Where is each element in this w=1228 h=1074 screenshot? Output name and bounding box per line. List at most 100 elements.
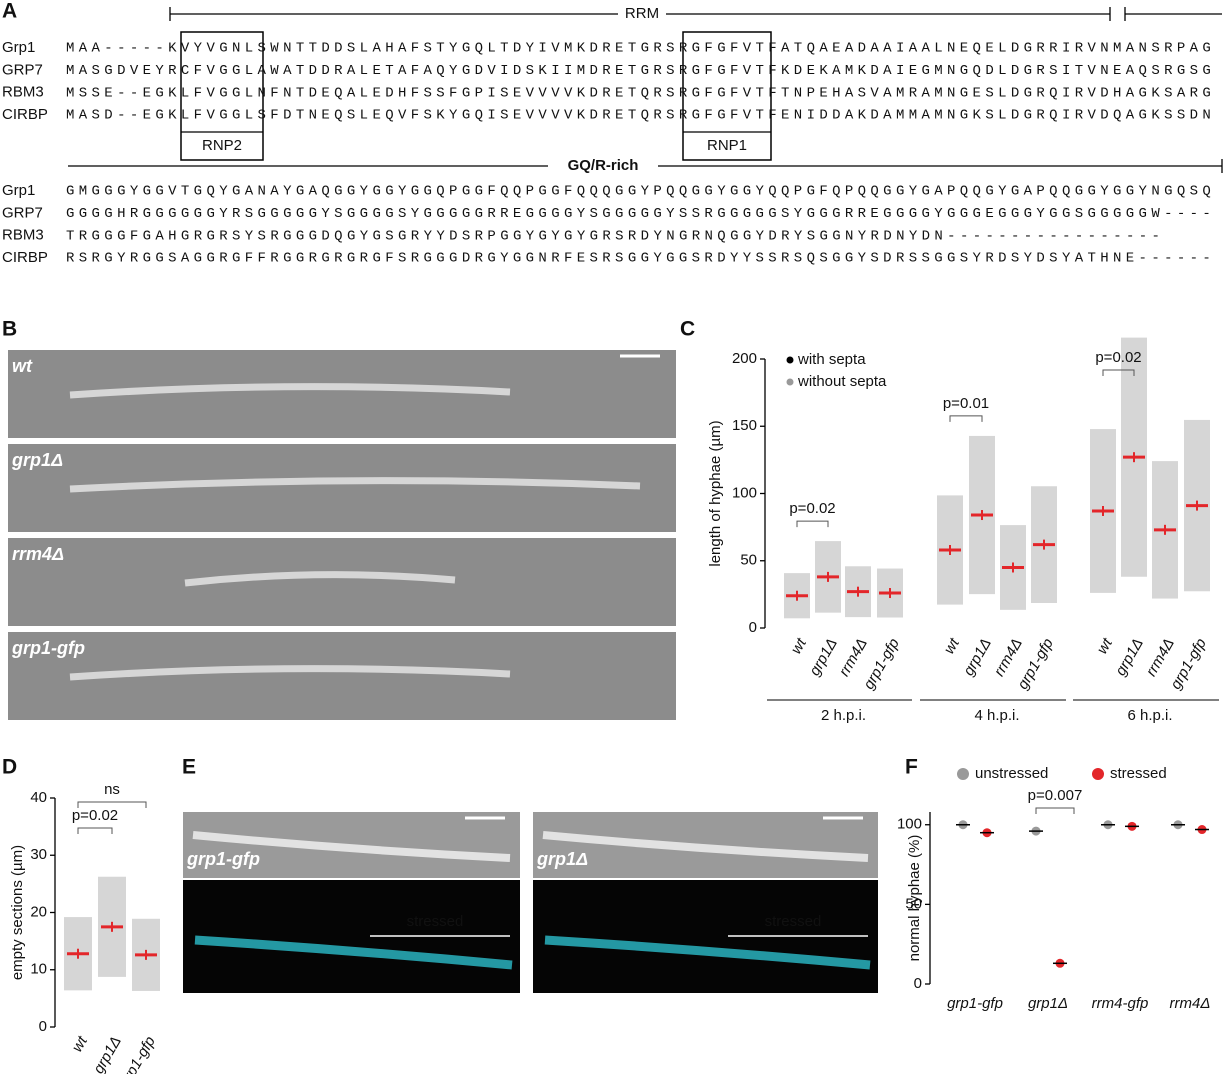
x-tick-label: wt — [788, 635, 811, 657]
significance-bracket — [796, 520, 829, 528]
protein-name: Grp1 — [2, 39, 35, 56]
protein-name: Grp1 — [2, 182, 35, 199]
y-tick-label: 150 — [732, 417, 757, 434]
x-tick-label: wt — [941, 635, 964, 657]
image-label: grp1Δ — [536, 849, 588, 869]
y-tick-label: 10 — [30, 961, 47, 978]
significance-bracket — [77, 827, 113, 834]
x-tick-label: rrm4-gfp — [1092, 995, 1149, 1012]
hypha — [192, 831, 511, 862]
significance-bracket — [1102, 369, 1135, 376]
sequence: MSSE--EGKLFVGGLNFNTDEQALEDHFSSFGPISEVVVV… — [66, 85, 1211, 101]
gfp-signal — [544, 935, 871, 970]
hypha — [69, 665, 511, 681]
rnp1-box — [682, 31, 772, 161]
p-value: p=0.007 — [1028, 787, 1083, 804]
rnp1-label: RNP1 — [707, 137, 747, 154]
sequence: GMGGGYGGVTGQYGANAYGAQGGYGGYGGQPGGFQQPGGF… — [66, 184, 1211, 200]
panel-letter: A — [2, 0, 17, 23]
y-tick-label: 0 — [39, 1018, 47, 1035]
panel-letter: F — [905, 756, 918, 779]
hypha — [184, 571, 456, 587]
group-label: 4 h.p.i. — [974, 707, 1019, 724]
p-value: p=0.02 — [1095, 349, 1141, 366]
significance-bracket — [949, 415, 983, 422]
protein-name: CIRBP — [2, 249, 48, 266]
hypha — [69, 383, 511, 399]
legend-label: with septa — [797, 351, 866, 368]
y-tick-label: 50 — [740, 552, 757, 569]
sequence: RSRGYRGGSAGGRGFFRGGRGRGRGFSRGGGDRGYGGNRF… — [66, 251, 1211, 267]
stressed-label: stressed — [765, 913, 822, 930]
stressed-label: stressed — [407, 913, 464, 930]
sequence: MAA-----KVYVGNLSWNTTDDSLAHAFSTYGQLTDYIVM… — [66, 41, 1211, 57]
sequence: GGGGHRGGGGGGYRSGGGGGYSGGGGSYGGGGGRREGGGG… — [66, 206, 1211, 222]
y-tick-label: 50 — [905, 895, 922, 912]
y-tick-label: 0 — [749, 619, 757, 636]
y-tick-label: 0 — [914, 975, 922, 992]
group-label: 6 h.p.i. — [1127, 707, 1172, 724]
y-axis-label: normal hyphae (%) — [906, 835, 923, 962]
hypha — [69, 477, 641, 493]
y-tick-label: 30 — [30, 846, 47, 863]
legend-dot — [786, 378, 794, 386]
x-tick-label: grp1Δ — [1112, 635, 1147, 678]
panel-letter: B — [2, 318, 17, 341]
x-tick-label: wt — [1094, 635, 1117, 657]
legend-dot — [957, 768, 969, 780]
legend-label: without septa — [797, 373, 887, 390]
significance-bracket — [77, 801, 147, 808]
panel-letter: C — [680, 318, 695, 341]
rnp2-label: RNP2 — [202, 137, 242, 154]
y-tick-label: 200 — [732, 350, 757, 367]
rnp2-box — [180, 31, 264, 161]
p-value: p=0.02 — [72, 807, 118, 824]
protein-name: RBM3 — [2, 227, 44, 244]
sequence: MASGDVEYRCFVGGLAWATDDRALETAFAQYGDVIDSKII… — [66, 63, 1211, 79]
gqr-label: GQ/R-rich — [568, 157, 639, 174]
legend-dot — [786, 356, 794, 364]
significance: ns — [104, 781, 120, 798]
significance-bracket — [1035, 807, 1075, 814]
image-label: rrm4Δ — [12, 544, 64, 564]
rrm-label-bg — [618, 4, 666, 24]
legend-label: stressed — [1110, 765, 1167, 782]
gqr-label-bg — [548, 156, 658, 176]
sequence: MASD--EGKLFVGGLSFDTNEQSLEQVFSKYGQISEVVVV… — [66, 108, 1211, 124]
protein-name: RBM3 — [2, 84, 44, 101]
y-axis-label: length of hyphae (µm) — [707, 420, 724, 566]
x-tick-label: grp1Δ — [90, 1033, 125, 1074]
panel-letter: D — [2, 756, 17, 779]
y-tick-label: 100 — [732, 484, 757, 501]
gfp-signal — [194, 935, 513, 970]
x-tick-label: grp1Δ — [806, 635, 841, 678]
x-tick-label: grp1Δ — [960, 635, 995, 678]
y-axis-label: empty sections (µm) — [9, 845, 26, 980]
image-label: grp1Δ — [11, 450, 63, 470]
p-value: p=0.02 — [789, 500, 835, 517]
x-tick-label: wt — [69, 1033, 92, 1055]
micrograph — [8, 538, 676, 626]
x-tick-label: grp1-gfp — [947, 995, 1003, 1012]
panel-letter: E — [182, 756, 196, 779]
group-label: 2 h.p.i. — [821, 707, 866, 724]
protein-name: CIRBP — [2, 106, 48, 123]
y-tick-label: 40 — [30, 789, 47, 806]
image-label: grp1-gfp — [186, 849, 260, 869]
rrm-label: RRM — [625, 5, 659, 22]
image-label: grp1-gfp — [11, 638, 85, 658]
y-tick-label: 20 — [30, 903, 47, 920]
protein-name: GRP7 — [2, 204, 43, 221]
image-label: wt — [12, 356, 33, 376]
x-tick-label: grp1Δ — [1028, 995, 1068, 1012]
sequence: TRGGGFGAHGRGRSYSRGGGDQGYGSGRYYDSRPGGYGYG… — [66, 228, 1160, 244]
legend-dot — [1092, 768, 1104, 780]
hypha — [542, 831, 869, 862]
y-tick-label: 100 — [897, 816, 922, 833]
protein-name: GRP7 — [2, 61, 43, 78]
legend-label: unstressed — [975, 765, 1048, 782]
x-tick-label: grp1-gfp — [116, 1033, 159, 1074]
x-tick-label: rrm4Δ — [1170, 995, 1211, 1012]
p-value: p=0.01 — [943, 395, 989, 412]
